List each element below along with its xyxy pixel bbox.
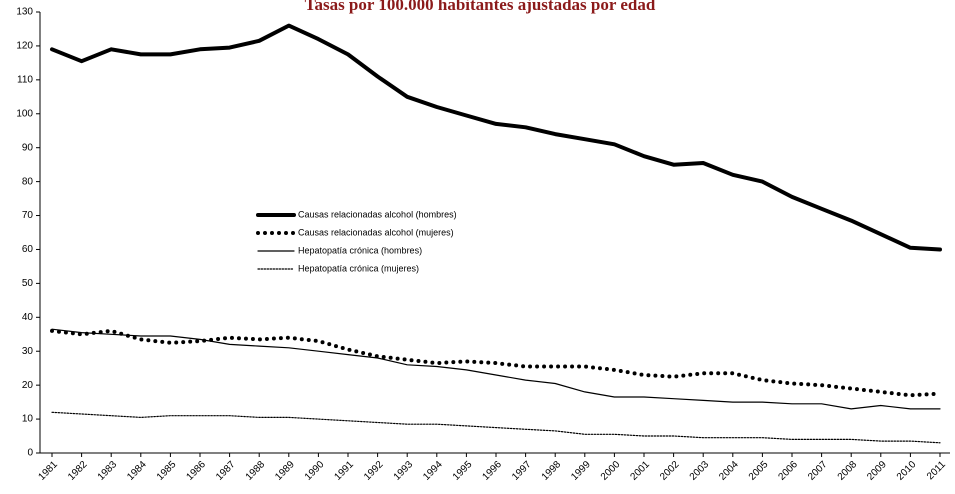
- x-tick-label: 2011: [925, 459, 948, 482]
- x-tick-label: 2007: [806, 459, 830, 483]
- x-tick-label: 2008: [836, 459, 860, 483]
- x-tick-label: 1994: [421, 459, 445, 483]
- series-line: [51, 328, 941, 410]
- x-tick-label: 2001: [628, 459, 652, 483]
- x-tick-label: 1982: [66, 459, 90, 483]
- y-tick-label: 100: [16, 108, 33, 119]
- y-tick-label: 80: [22, 176, 34, 187]
- legend-label: Causas relacionadas alcohol (hombres): [298, 209, 457, 219]
- y-tick-label: 30: [22, 346, 34, 357]
- x-tick-label: 2009: [865, 459, 889, 483]
- x-tick-label: 1993: [392, 459, 416, 483]
- y-tick-label: 60: [22, 244, 34, 255]
- x-tick-label: 2003: [688, 459, 712, 483]
- legend-label: Hepatopatía crónica (hombres): [298, 245, 422, 255]
- x-tick-label: 2000: [599, 459, 623, 483]
- y-tick-label: 130: [16, 7, 33, 18]
- x-tick-label: 1991: [332, 459, 356, 483]
- legend-label: Causas relacionadas alcohol (mujeres): [298, 227, 454, 237]
- y-tick-label: 90: [22, 142, 34, 153]
- series-line: [50, 23, 942, 252]
- x-tick-label: 1988: [244, 459, 268, 483]
- x-tick-label: 1989: [273, 459, 297, 483]
- y-tick-label: 10: [22, 414, 34, 425]
- x-tick-label: 1997: [510, 459, 534, 483]
- x-tick-label: 2002: [658, 459, 682, 483]
- series-line: [50, 328, 942, 398]
- y-tick-label: 20: [22, 380, 34, 391]
- legend-label: Hepatopatía crónica (mujeres): [298, 263, 419, 273]
- x-tick-label: 1996: [480, 459, 504, 483]
- x-tick-label: 1983: [96, 459, 120, 483]
- x-tick-label: 1981: [36, 459, 60, 483]
- x-tick-label: 2010: [895, 459, 919, 483]
- series-line: [51, 411, 941, 444]
- y-tick-label: 120: [16, 41, 33, 52]
- x-tick-label: 2005: [747, 459, 771, 483]
- y-tick-label: 50: [22, 278, 34, 289]
- x-tick-label: 1998: [540, 459, 564, 483]
- x-tick-label: 1995: [451, 459, 475, 483]
- y-tick-label: 40: [22, 312, 34, 323]
- y-tick-label: 70: [22, 210, 34, 221]
- x-tick-label: 2006: [776, 459, 800, 483]
- x-tick-label: 1992: [362, 459, 386, 483]
- x-tick-label: 2004: [717, 459, 741, 483]
- x-tick-label: 1987: [214, 459, 238, 483]
- x-tick-label: 1985: [155, 459, 179, 483]
- y-tick-label: 0: [27, 448, 33, 459]
- x-tick-label: 1986: [184, 459, 208, 483]
- x-tick-label: 1999: [569, 459, 593, 483]
- x-tick-label: 1984: [125, 459, 149, 483]
- y-tick-label: 110: [17, 74, 33, 85]
- x-tick-label: 1990: [303, 459, 327, 483]
- chart-title: Tasas por 100.000 habitantes ajustadas p…: [305, 0, 656, 14]
